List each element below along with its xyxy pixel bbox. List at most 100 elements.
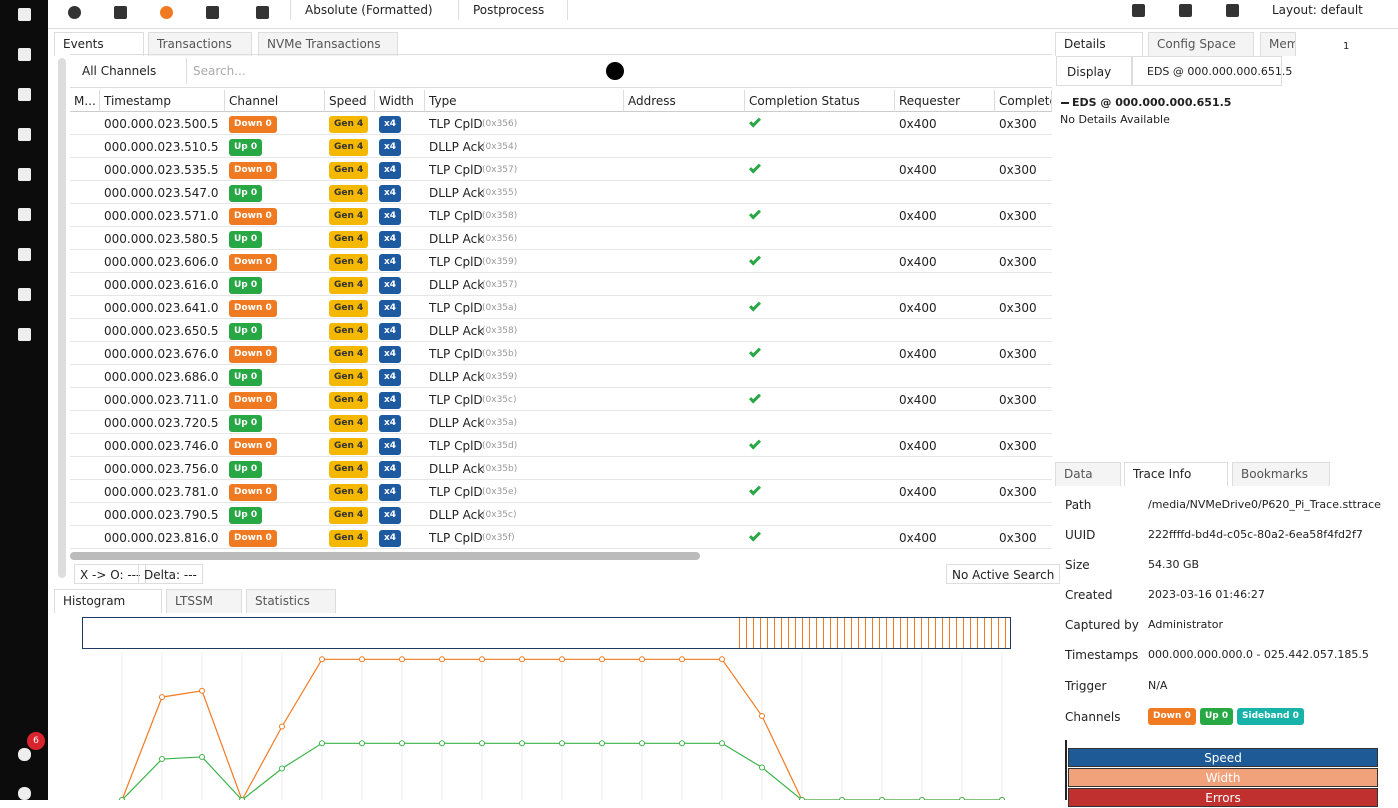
event-row[interactable] (70, 434, 1052, 457)
tab-count: 1 (1343, 41, 1350, 52)
panel-tab[interactable]: Transactions (148, 32, 252, 56)
packet-type: TLP CplD (429, 347, 483, 361)
panel-tab[interactable]: Histogram (54, 589, 162, 613)
event-row[interactable] (70, 204, 1052, 227)
display-dropdown[interactable]: Display (1056, 56, 1132, 86)
info-value: 54.30 GB (1148, 558, 1200, 571)
channel-badge: Down 0 (229, 346, 277, 363)
event-row[interactable] (70, 319, 1052, 342)
postprocess-dropdown[interactable]: Postprocess (458, 0, 568, 20)
column-header[interactable]: M... (70, 90, 100, 112)
event-row[interactable] (70, 457, 1052, 480)
event-row[interactable] (70, 365, 1052, 388)
toolbar-button[interactable] (160, 6, 173, 19)
panel-tab[interactable]: Mem (1260, 32, 1296, 56)
time-format-dropdown[interactable]: Absolute (Formatted) (290, 0, 458, 20)
sidebar-icon[interactable] (18, 128, 31, 141)
data-point (519, 740, 525, 747)
data-point (319, 740, 325, 747)
speed-badge: Gen 4 (329, 185, 369, 202)
event-row[interactable] (70, 296, 1052, 319)
panel-tab[interactable]: Details (1055, 32, 1143, 56)
speed-badge: Gen 4 (329, 139, 369, 156)
panel-tab[interactable]: Data (1055, 462, 1121, 486)
timestamp: 000.000.023.641.0 (104, 301, 219, 315)
info-value: 2023-03-16 01:46:27 (1148, 588, 1265, 601)
panel-tab[interactable]: Bookmarks (1232, 462, 1330, 486)
toolbar-button[interactable] (256, 6, 269, 19)
speed-badge: Gen 4 (329, 254, 369, 271)
toolbar-button[interactable] (68, 6, 81, 19)
timestamp: 000.000.023.756.0 (104, 462, 219, 476)
panel-tab[interactable]: Config Space (1148, 32, 1254, 56)
event-row[interactable] (70, 135, 1052, 158)
event-row[interactable] (70, 273, 1052, 296)
event-row[interactable] (70, 158, 1052, 181)
completer: 0x300 (999, 485, 1037, 499)
column-header[interactable]: Speed (325, 90, 375, 112)
panel-tab[interactable]: Events (54, 32, 144, 56)
histogram-chart (119, 652, 1005, 800)
toolbar-button[interactable] (114, 6, 127, 19)
search-input[interactable]: Search... (186, 58, 336, 84)
column-header[interactable]: Channel (225, 90, 325, 112)
events-toolbar (70, 54, 1052, 88)
column-header[interactable]: Complete (995, 90, 1052, 112)
timestamp: 000.000.023.500.5 (104, 117, 219, 131)
packet-type: DLLP Ack (429, 232, 485, 246)
event-row[interactable] (70, 411, 1052, 434)
packet-type: DLLP Ack (429, 416, 485, 430)
data-point (719, 740, 725, 747)
channel-filter[interactable]: All Channels (82, 64, 157, 78)
requester: 0x400 (899, 255, 937, 269)
event-row[interactable] (70, 480, 1052, 503)
column-header[interactable]: Timestamp (100, 90, 225, 112)
column-header[interactable]: Address (624, 90, 745, 112)
event-row[interactable] (70, 250, 1052, 273)
channel-badge: Up 0 (229, 507, 263, 524)
sidebar-icon[interactable] (18, 787, 31, 800)
event-row[interactable] (70, 388, 1052, 411)
toolbar-button[interactable] (206, 6, 219, 19)
requester: 0x400 (899, 163, 937, 177)
channel-badge: Down 0 (229, 484, 277, 501)
sidebar-icon[interactable] (18, 48, 31, 61)
details-heading: EDS @ 000.000.000.651.5 (1072, 96, 1232, 109)
column-header[interactable]: Requester (895, 90, 995, 112)
requester: 0x400 (899, 439, 937, 453)
data-point (719, 656, 725, 663)
sidebar-icon[interactable] (18, 248, 31, 261)
layout-dropdown[interactable]: Layout: default (1272, 3, 1363, 17)
panel-tab[interactable]: LTSSM (166, 589, 242, 613)
sidebar-icon[interactable] (18, 168, 31, 181)
sidebar-icon[interactable] (18, 328, 31, 341)
column-header[interactable]: Width (375, 90, 425, 112)
panel-tab[interactable]: NVMe Transactions (258, 32, 398, 56)
sidebar-icon[interactable] (18, 748, 31, 761)
event-row[interactable] (70, 112, 1052, 135)
sidebar-icon[interactable] (18, 8, 31, 21)
event-row[interactable] (70, 503, 1052, 526)
event-row[interactable] (70, 227, 1052, 250)
info-label: Trigger (1065, 679, 1107, 693)
event-row[interactable] (70, 342, 1052, 365)
panel-tab[interactable]: Trace Info (1124, 462, 1228, 486)
timestamp: 000.000.023.711.0 (104, 393, 219, 407)
event-row[interactable] (70, 181, 1052, 204)
packet-code: (0x354) (482, 142, 518, 152)
info-value: 222ffffd-bd4d-c05c-80a2-6ea58f4fd2f7 (1148, 528, 1363, 541)
data-point (199, 753, 205, 760)
column-header[interactable]: Completion Status (745, 90, 895, 112)
width-badge: x4 (379, 392, 402, 409)
panel-tab[interactable]: Statistics (246, 589, 336, 613)
event-row[interactable] (70, 526, 1052, 549)
toolbar-button[interactable] (1226, 4, 1239, 17)
column-header[interactable]: Type (425, 90, 624, 112)
sidebar-icon[interactable] (18, 88, 31, 101)
sidebar-icon[interactable] (18, 288, 31, 301)
sidebar-icon[interactable] (18, 208, 31, 221)
toolbar-button[interactable] (1132, 4, 1145, 17)
packet-code: (0x358) (482, 326, 518, 336)
toolbar-button[interactable] (1179, 4, 1192, 17)
